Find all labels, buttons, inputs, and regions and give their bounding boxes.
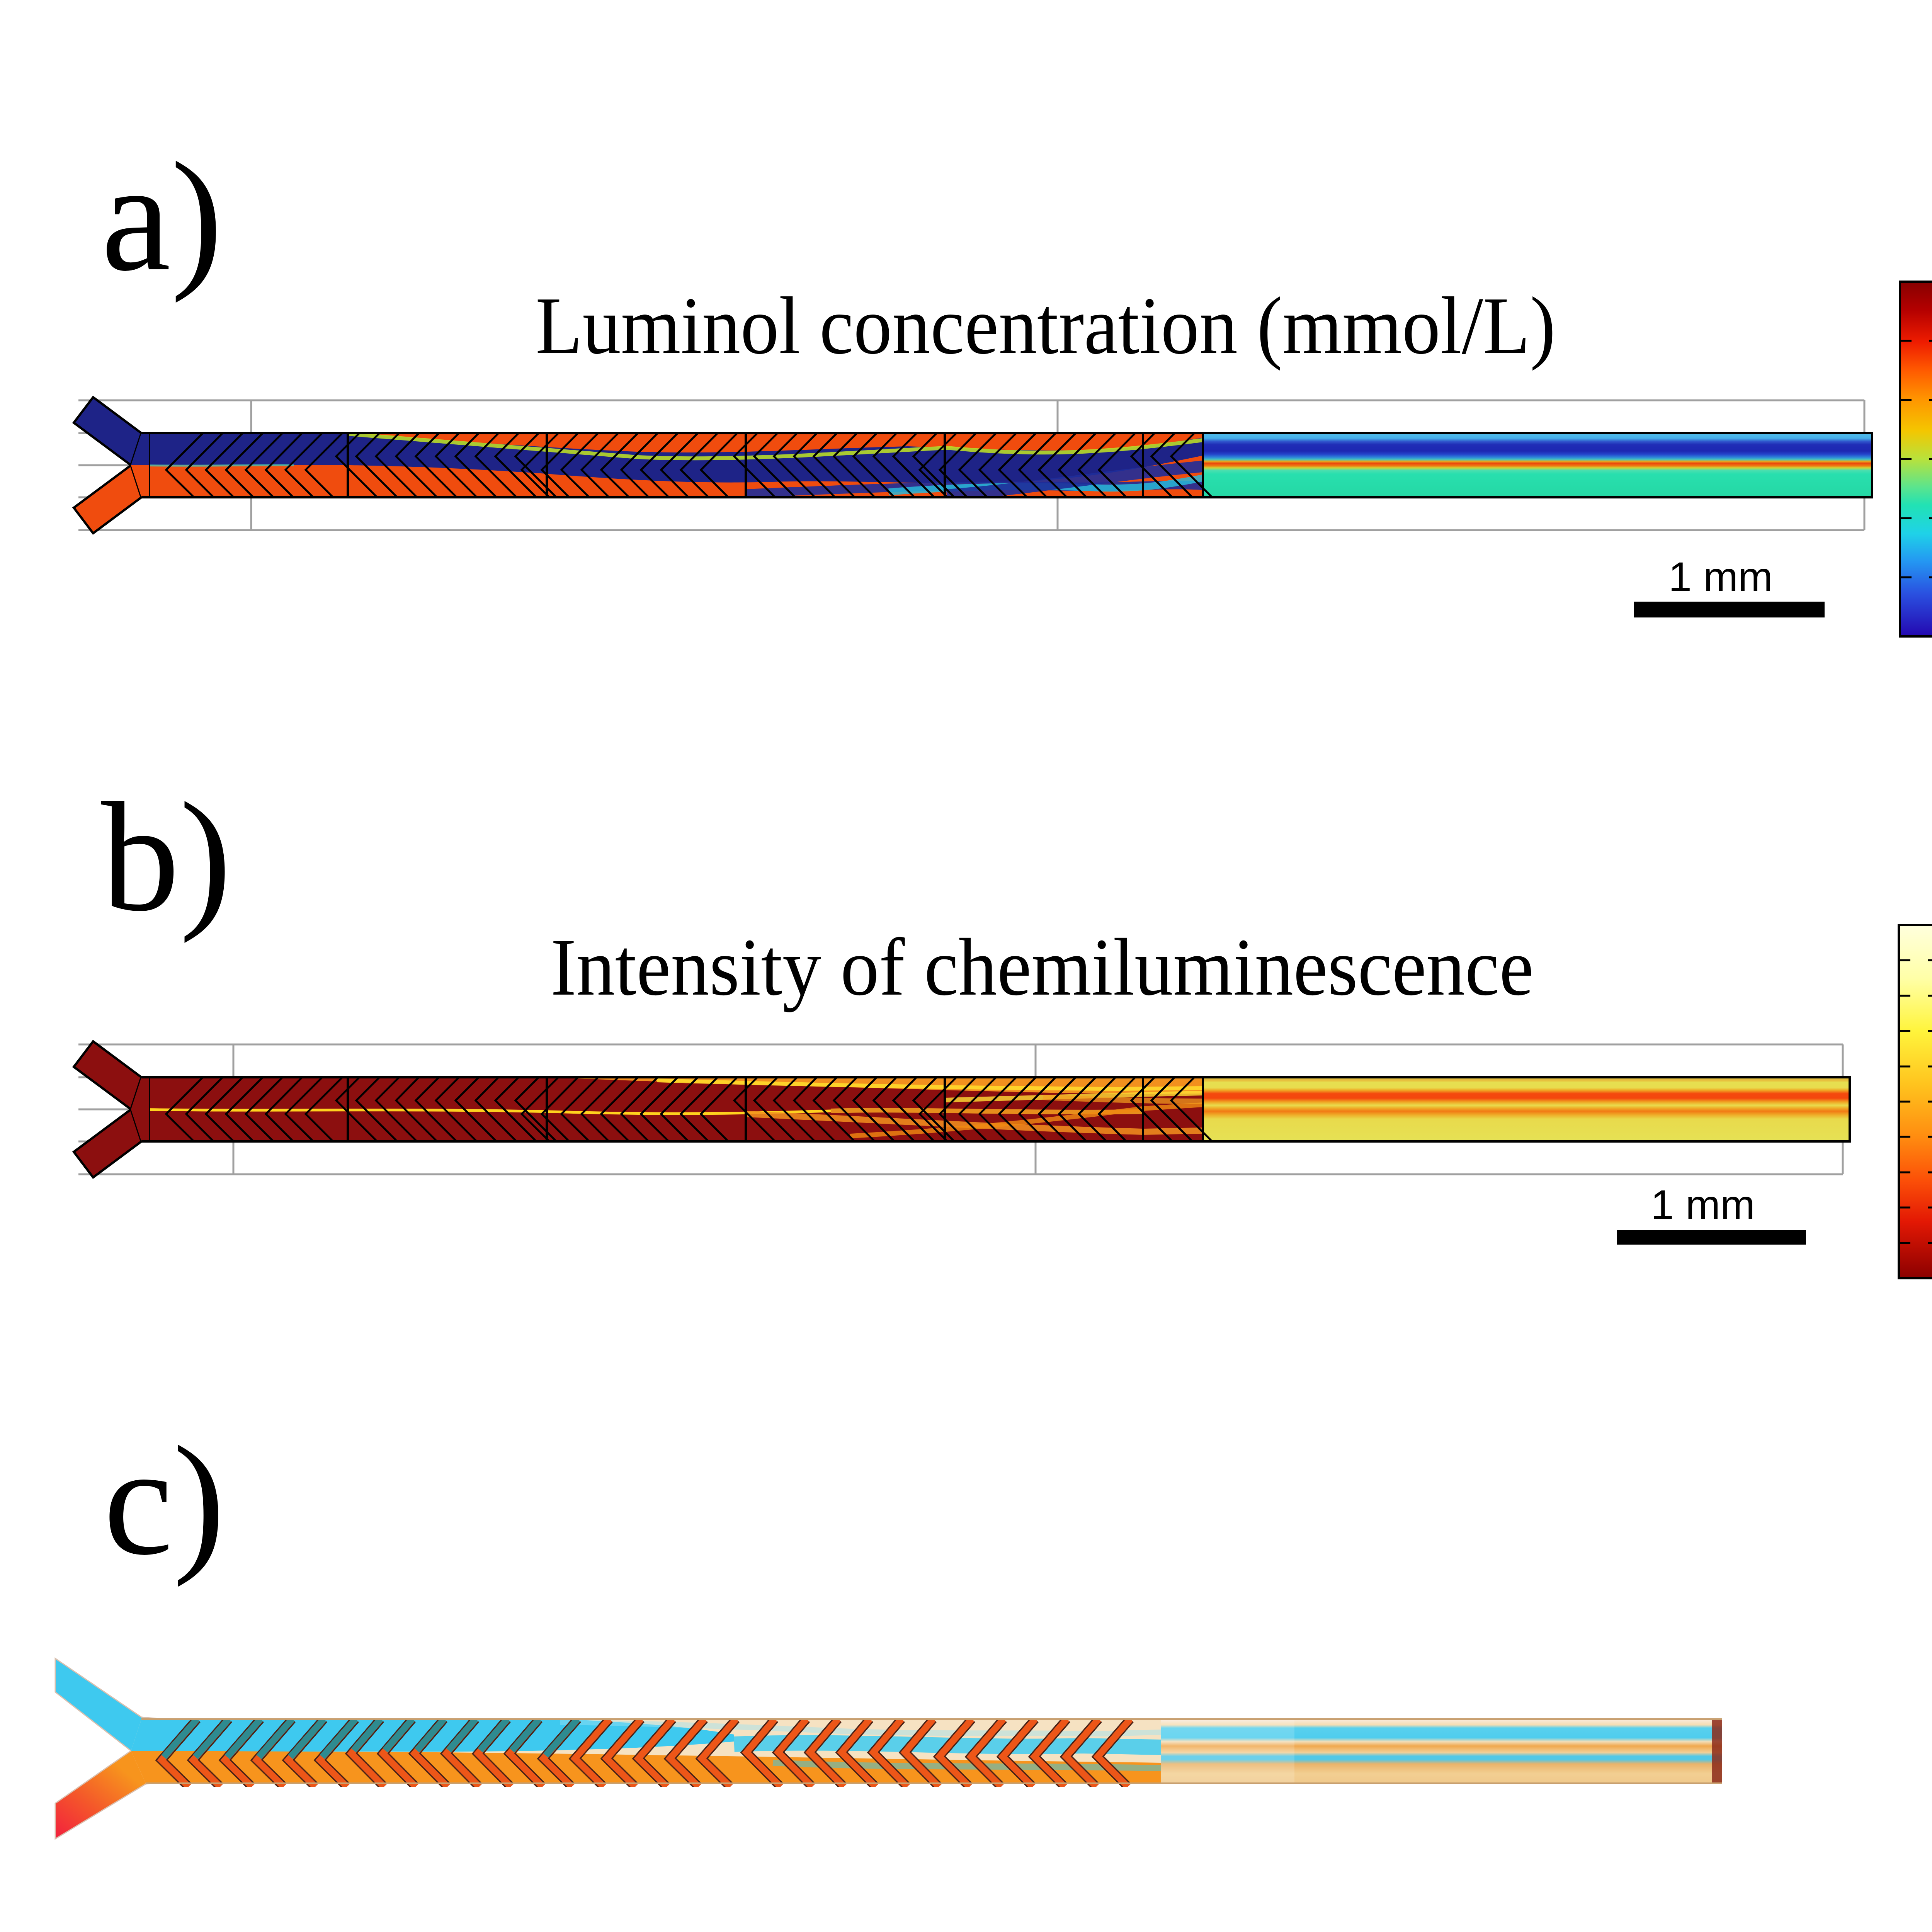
- svg-text:a): a): [101, 130, 223, 304]
- svg-text:b): b): [101, 770, 231, 944]
- svg-text:c): c): [104, 1414, 225, 1588]
- svg-text:1 mm: 1 mm: [1651, 1181, 1755, 1228]
- svg-text:1 mm: 1 mm: [1668, 553, 1773, 600]
- svg-text:Intensity of chemiluminescence: Intensity of chemiluminescence: [551, 922, 1534, 1012]
- svg-text:Luminol concentration (mmol/L): Luminol concentration (mmol/L): [536, 280, 1556, 371]
